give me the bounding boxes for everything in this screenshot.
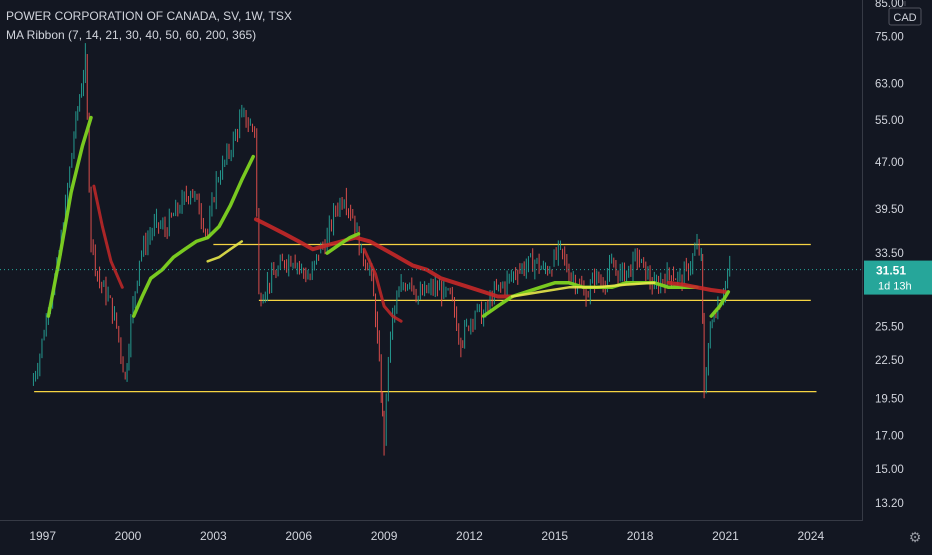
ma-ribbon (46, 115, 731, 323)
ma-line-ma-fast-red (92, 184, 124, 289)
ma-line-ma-fast-green (131, 154, 255, 318)
ma-line-ma-slow-red (666, 280, 728, 294)
price-tick-label: 39.50 (875, 204, 904, 216)
time-tick-label: 2015 (541, 529, 568, 543)
ma-line-ma-fast-green (325, 232, 361, 255)
time-axis: 1997 2000 2003 2006 2009 2012 2015 2018 2021 2024… (29, 529, 921, 546)
currency-badge (888, 7, 922, 26)
plot-border (0, 0, 863, 521)
time-tick-label: 2006 (285, 529, 312, 543)
ma-line-ma-fast-red (362, 247, 403, 323)
ma-line-ma-slow-yellow (510, 281, 656, 298)
time-tick-label: 2012 (456, 529, 483, 543)
price-tick-label: 15.00 (875, 464, 904, 476)
time-tick-label: 2018 (627, 529, 654, 543)
time-tick-label: 2003 (200, 529, 227, 543)
price-tick-label: 55.00 (875, 115, 904, 127)
price-tick-label: 22.50 (875, 355, 904, 367)
time-tick-label: 2024 (797, 529, 824, 543)
ma-line-ma-fast-green (709, 290, 731, 318)
price-tick-label: 33.50 (875, 248, 904, 260)
time-tick-label: 1997 (29, 529, 56, 543)
price-tick-label: 85.00 (875, 0, 904, 10)
last-price-tag[interactable] (864, 260, 932, 295)
price-tick-label: 25.50 (875, 321, 904, 333)
price-tick-label: 47.00 (875, 157, 904, 169)
price-tick-label: 75.00 (875, 32, 904, 44)
last-price-value: 31.51 (876, 264, 906, 278)
gear-icon[interactable]: ⚙ (909, 530, 922, 546)
symbol-title[interactable]: POWER CORPORATION OF CANADA, SV, 1W, TSX (6, 9, 292, 23)
ma-line-ma-slow-yellow (206, 240, 244, 263)
ma-line-ma-fast-green (46, 115, 93, 318)
price-tick-label: 13.20 (875, 498, 904, 510)
price-tick-label: 17.00 (875, 430, 904, 442)
ma-line-ma-slow-red (254, 217, 515, 299)
currency-label: CAD (893, 12, 916, 24)
price-tick-label: 19.50 (875, 393, 904, 405)
time-tick-label: 2000 (115, 529, 142, 543)
time-tick-label: 2021 (712, 529, 739, 543)
price-axis: 13.2015.0017.0019.5022.5025.5029.5033.50… (864, 0, 932, 510)
bar-countdown: 1d 13h (878, 281, 912, 293)
indicator-legend[interactable]: MA Ribbon (7, 14, 21, 30, 40, 50, 60, 20… (6, 28, 257, 42)
time-tick-label: 2009 (371, 529, 398, 543)
price-tick-label: 63.00 (875, 79, 904, 91)
horizontal-levels (34, 243, 817, 393)
